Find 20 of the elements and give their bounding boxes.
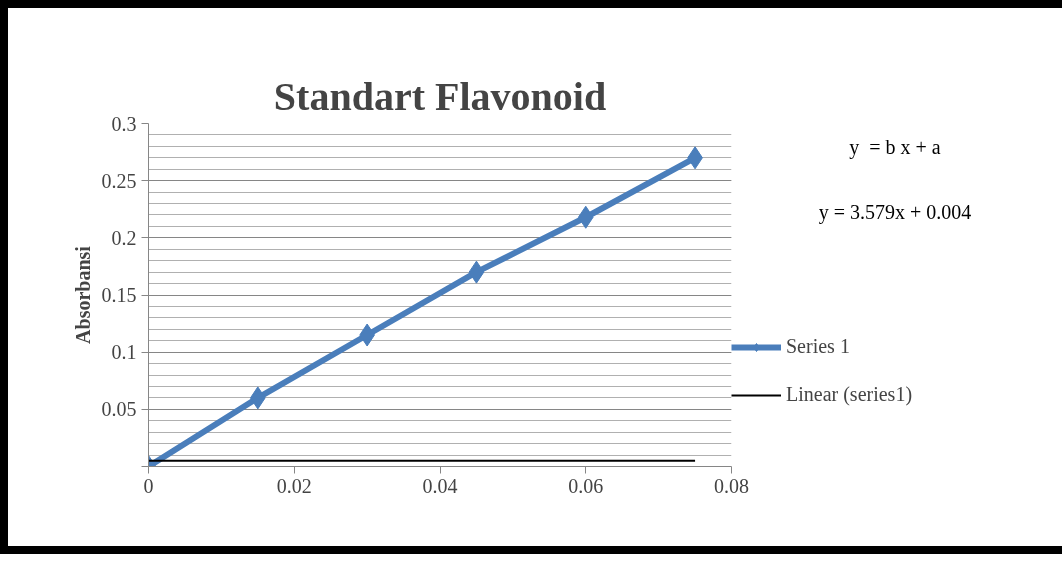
y-tick-label: 0.15 xyxy=(101,284,137,306)
legend-label: Linear (series1) xyxy=(786,383,913,406)
y-tick-label: 0.1 xyxy=(111,341,137,364)
x-tick-label: 0.02 xyxy=(276,474,312,497)
x-tick-label: 0.04 xyxy=(422,474,458,497)
point xyxy=(468,260,485,284)
point xyxy=(249,386,266,410)
legend-label: Series 1 xyxy=(786,335,850,358)
x-tick-label: 0 xyxy=(143,474,154,497)
y-tick-label: 0.3 xyxy=(111,112,137,135)
y-axis-title: Absorbansi xyxy=(71,245,94,344)
chart-title: Standart Flavonoid xyxy=(273,73,607,119)
x-tick-label: 0.08 xyxy=(714,474,749,497)
y-tick-label: 0.05 xyxy=(101,398,137,421)
y-tick-label: 0.2 xyxy=(111,226,137,249)
y-tick-label: 0.25 xyxy=(101,169,137,192)
x-tick-label: 0.06 xyxy=(568,474,604,497)
text: y = b x + a xyxy=(848,135,942,161)
point xyxy=(577,205,594,229)
text: y = 3.579x + 0.004 xyxy=(818,199,972,226)
